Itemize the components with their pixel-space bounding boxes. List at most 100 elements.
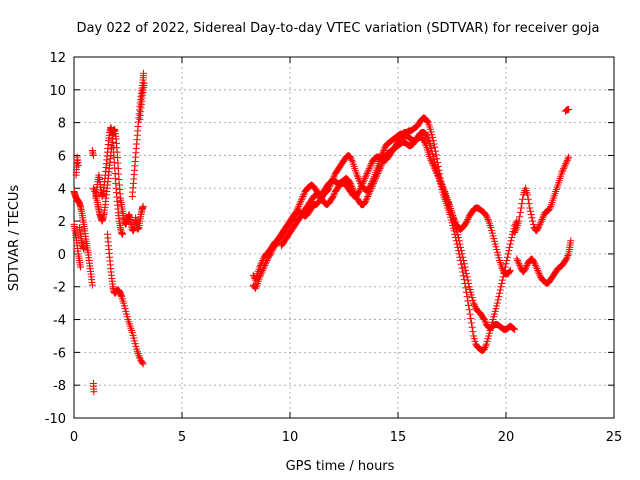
- data-point-marker: [296, 199, 304, 207]
- data-point-marker: [354, 173, 362, 181]
- data-point-marker: [89, 184, 97, 192]
- data-point-marker: [464, 297, 472, 305]
- data-point-marker: [494, 296, 502, 304]
- data-point-marker: [454, 247, 462, 255]
- data-point-marker: [561, 161, 569, 169]
- data-point-marker: [515, 217, 523, 225]
- data-point-marker: [496, 289, 504, 297]
- data-point-marker: [506, 240, 514, 248]
- data-point-marker: [530, 258, 538, 266]
- data-point-marker: [439, 183, 447, 191]
- chart-title: Day 022 of 2022, Sidereal Day-to-day VTE…: [77, 21, 600, 36]
- data-point-marker: [348, 156, 356, 164]
- x-tick-label: 25: [606, 430, 623, 445]
- data-point-marker: [346, 179, 354, 187]
- data-point-marker: [267, 248, 275, 256]
- data-point-marker: [329, 192, 337, 200]
- data-point-marker: [558, 168, 566, 176]
- data-point-marker: [451, 230, 459, 238]
- data-point-marker: [90, 388, 98, 396]
- y-axis-label: SDTVAR / TECUs: [7, 185, 22, 292]
- y-tick-label: 2: [58, 215, 66, 230]
- data-point-marker: [261, 261, 269, 269]
- x-tick-label: 5: [178, 430, 186, 445]
- data-point-marker: [457, 256, 465, 264]
- data-point-marker: [356, 186, 364, 194]
- data-point-marker: [367, 186, 375, 194]
- data-point-marker: [464, 215, 472, 223]
- data-point-marker: [440, 186, 448, 194]
- data-point-marker: [354, 174, 362, 182]
- data-point-marker: [429, 137, 437, 145]
- data-point-marker: [434, 173, 442, 181]
- data-point-marker: [534, 268, 542, 276]
- data-point-marker: [514, 256, 522, 264]
- data-point-marker: [292, 209, 300, 217]
- data-point-marker: [503, 256, 511, 264]
- data-point-marker: [428, 158, 436, 166]
- data-point-marker: [140, 79, 148, 87]
- data-point-marker: [470, 301, 478, 309]
- data-point-marker: [432, 168, 440, 176]
- data-point-marker: [536, 220, 544, 228]
- data-point-marker: [424, 118, 432, 126]
- data-point-marker: [370, 178, 378, 186]
- data-point-marker: [560, 163, 568, 171]
- data-point-marker: [497, 283, 505, 291]
- data-point-marker: [560, 165, 568, 173]
- data-point-marker: [330, 191, 338, 199]
- data-point-marker: [565, 106, 573, 114]
- data-point-marker: [457, 260, 465, 268]
- data-point-marker: [461, 263, 469, 271]
- data-point-marker: [438, 181, 446, 189]
- data-point-marker: [379, 148, 387, 156]
- data-point-marker: [453, 240, 461, 248]
- data-point-marker: [370, 179, 378, 187]
- data-point-marker: [267, 250, 275, 258]
- data-point-marker: [517, 204, 525, 212]
- data-point-marker: [463, 217, 471, 225]
- data-point-marker: [524, 195, 532, 203]
- data-point-marker: [357, 183, 365, 191]
- data-point-marker: [539, 212, 547, 220]
- data-point-marker: [374, 170, 382, 178]
- data-point-marker: [434, 171, 442, 179]
- data-point-marker: [481, 317, 489, 325]
- data-point-marker: [516, 213, 524, 221]
- data-point-marker: [257, 270, 265, 278]
- data-point-marker: [461, 279, 469, 287]
- data-point-marker: [463, 293, 471, 301]
- data-point-marker: [456, 253, 464, 261]
- data-point-marker: [460, 276, 468, 284]
- data-point-marker: [368, 183, 376, 191]
- y-tick-label: -4: [53, 314, 66, 329]
- data-point-marker: [454, 243, 462, 251]
- data-point-marker: [364, 168, 372, 176]
- data-point-marker: [373, 171, 381, 179]
- data-point-marker: [365, 165, 373, 173]
- data-point-marker: [511, 229, 519, 237]
- data-point-marker: [364, 191, 372, 199]
- data-point-marker: [522, 263, 530, 271]
- y-tick-label: -2: [53, 281, 66, 296]
- data-point-marker: [483, 212, 491, 220]
- data-point-marker: [346, 153, 354, 161]
- data-point-marker: [526, 204, 534, 212]
- data-point-marker: [359, 179, 367, 187]
- data-point-marker: [502, 260, 510, 268]
- data-point-marker: [506, 267, 514, 275]
- data-point-marker: [256, 271, 264, 279]
- data-point-marker: [293, 206, 301, 214]
- data-point-marker: [358, 181, 366, 189]
- data-point-marker: [430, 140, 438, 148]
- data-point-marker: [455, 250, 463, 258]
- data-point-marker: [535, 270, 543, 278]
- data-point-marker: [372, 174, 380, 182]
- y-tick-label: 12: [49, 51, 66, 66]
- data-point-marker: [80, 245, 88, 253]
- data-point-marker: [495, 293, 503, 301]
- data-point-marker: [298, 194, 306, 202]
- data-point-marker: [431, 165, 439, 173]
- data-point-marker: [469, 328, 477, 336]
